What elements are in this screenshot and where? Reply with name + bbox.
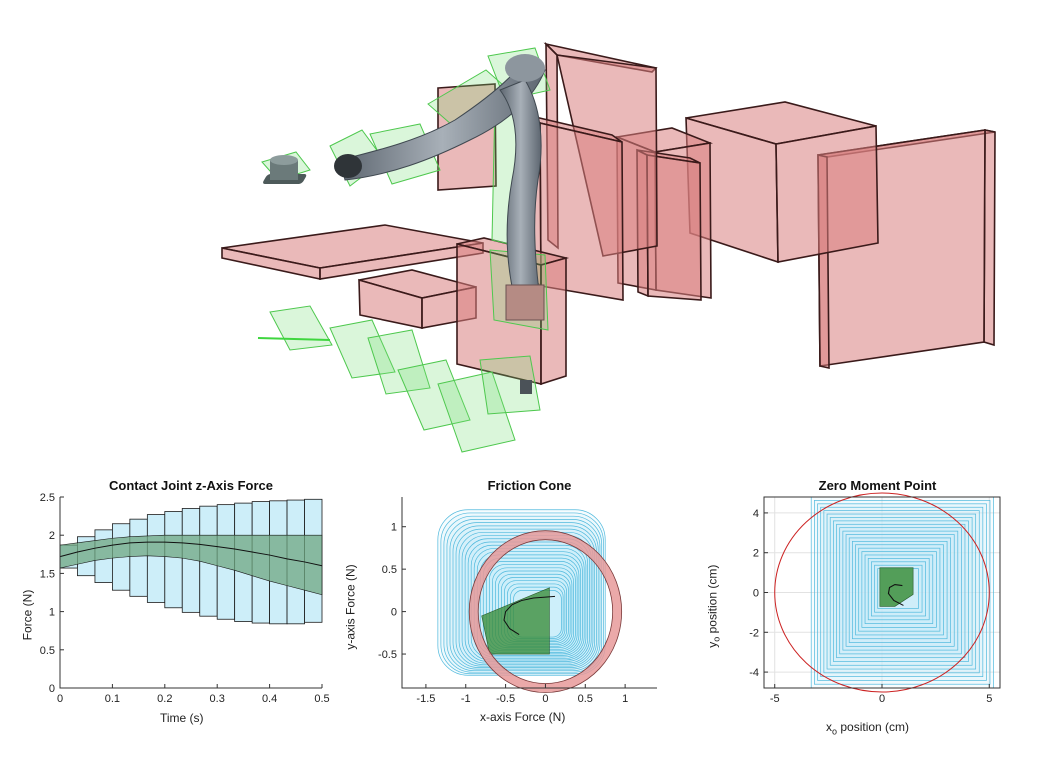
x-tick-label: 5: [986, 693, 992, 705]
x-tick-label: -1.5: [416, 693, 435, 705]
y-tick-label: 0: [49, 683, 55, 695]
obstacle-cube-right: [685, 101, 879, 264]
mean-force-line: [59, 541, 323, 567]
x-tick-label: 0: [542, 693, 548, 705]
support-circle: [774, 492, 990, 693]
x-axis-label-sub: o: [832, 726, 838, 737]
panel-friction-cone: Friction Cone -1.5 -1 -0.5 0 0.5 1 -0.5 0 0.5 1 x…: [344, 470, 680, 757]
x-tick-label: 0: [879, 693, 885, 705]
x-axis-label-rest: position (cm): [837, 720, 910, 734]
y-tick-label: 0.5: [40, 645, 55, 657]
x-tick-label: 0: [57, 693, 63, 705]
y-axis-label: yo position (cm): [705, 565, 721, 648]
y-tick-label: -2: [749, 627, 759, 639]
panel-zmp: Zero Moment Point -5 0 5 -4 -2 0 2 4 xo positio…: [700, 470, 1050, 757]
y-tick-label: 4: [753, 508, 759, 520]
x-tick-label: -0.5: [496, 693, 515, 705]
y-tick-label: 1: [391, 522, 397, 534]
green-region: [879, 567, 914, 607]
obstacle-small-middle: [358, 269, 477, 329]
y-axis-label-rest: position (cm): [705, 564, 720, 637]
x-axis-label: xo position (cm): [826, 720, 909, 736]
x-tick-label: 0.2: [157, 693, 172, 705]
y-tick-label: 0: [391, 607, 397, 619]
robot-arm: [263, 54, 546, 394]
y-tick-label: 0.5: [382, 564, 397, 576]
panel-contact-force: Contact Joint z-Axis Force 0 0.1 0.2 0.3 0.4…: [0, 470, 340, 757]
chart-title: Friction Cone: [487, 478, 572, 493]
friction-cone-chart: -1.5 -1 -0.5 0 0.5 1 -0.5 0 0.5 1: [378, 497, 657, 705]
robot-scene-illustration: [221, 42, 996, 453]
y-axis-label: Force (N): [20, 589, 35, 641]
chart-title: Contact Joint z-Axis Force: [109, 478, 273, 493]
x-tick-label: -1: [461, 693, 471, 705]
x-tick-label: -5: [770, 693, 780, 705]
contact-force-chart: 0 0.1 0.2 0.3 0.4 0.5 0 0.5 1 1.5 2 2.5: [40, 492, 330, 705]
y-axis-label: y-axis Force (N): [343, 564, 358, 650]
x-tick-label: 0.3: [210, 693, 225, 705]
outer-band-bar: [164, 511, 183, 609]
y-tick-label: 2: [49, 530, 55, 542]
y-tick-label: 2: [753, 548, 759, 560]
outer-band-bar: [146, 514, 166, 603]
x-tick-label: 0.1: [105, 693, 120, 705]
zmp-trajectory: [887, 583, 904, 606]
y-tick-label: 2.5: [40, 492, 55, 504]
x-tick-label: 0.5: [314, 693, 329, 705]
y-axis-label-main: y: [705, 641, 720, 648]
green-region: [481, 587, 550, 655]
obstacle-tray: [221, 224, 484, 280]
x-tick-label: 0.5: [578, 693, 593, 705]
x-axis-label: x-axis Force (N): [480, 710, 566, 724]
sensor-ray: [257, 337, 331, 341]
force-trajectory: [503, 595, 556, 635]
y-tick-label: -0.5: [378, 649, 397, 661]
friction-circle-outer: [468, 530, 623, 693]
obstacle-boxes: [221, 42, 996, 386]
y-tick-label: 1: [49, 607, 55, 619]
y-tick-label: 0: [753, 588, 759, 600]
y-tick-label: 1.5: [40, 568, 55, 580]
x-tick-label: 0.4: [262, 693, 277, 705]
axes-frame: [401, 497, 657, 689]
chart-title: Zero Moment Point: [818, 478, 937, 493]
x-axis-label: Time (s): [160, 711, 204, 725]
friction-circle-inner: [477, 539, 614, 684]
y-tick-label: -4: [749, 667, 759, 679]
x-tick-label: 1: [622, 693, 628, 705]
y-axis-label-sub: o: [711, 636, 722, 642]
inner-band: [59, 534, 323, 596]
outer-band-bar: [129, 518, 148, 597]
zmp-chart: -5 0 5 -4 -2 0 2 4: [749, 492, 1001, 705]
x-axis-label-main: x: [826, 720, 832, 734]
